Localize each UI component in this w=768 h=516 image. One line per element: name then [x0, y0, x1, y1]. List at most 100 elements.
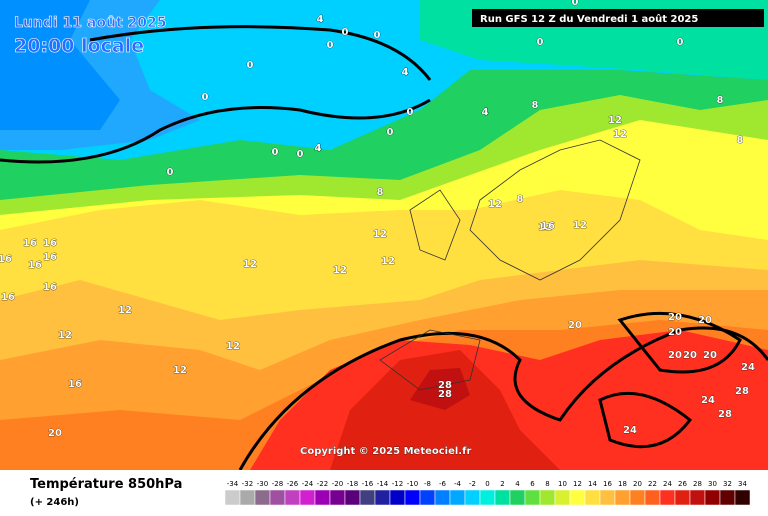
scale-label: 14	[588, 480, 597, 488]
contour-label: 8	[517, 194, 524, 205]
scale-label: -20	[332, 480, 343, 488]
scale-swatch	[509, 489, 526, 506]
contour-label: 12	[488, 199, 502, 210]
contour-label: 16	[1, 292, 15, 303]
scale-label: 2	[500, 480, 504, 488]
scale-label: 22	[648, 480, 657, 488]
scale-label: 24	[663, 480, 672, 488]
scale-label: -22	[317, 480, 328, 488]
scale-swatch	[539, 489, 556, 506]
contour-label: 12	[381, 256, 395, 267]
contour-label: 12	[538, 222, 552, 233]
contour-label: 0	[202, 92, 209, 103]
contour-label: 4	[317, 14, 324, 25]
contour-label: 8	[737, 135, 744, 146]
contour-label: 0	[247, 60, 254, 71]
scale-label: 18	[618, 480, 627, 488]
contour-label: 0	[327, 40, 334, 51]
contour-label: 24	[701, 395, 715, 406]
scale-label: -10	[407, 480, 418, 488]
scale-swatch	[269, 489, 286, 506]
contour-label: 12	[333, 265, 347, 276]
contour-label: 16	[43, 282, 57, 293]
scale-label: 4	[515, 480, 520, 488]
contour-label: 16	[43, 238, 57, 249]
contour-label: 16	[541, 221, 555, 232]
contour-label: 12	[58, 330, 72, 341]
scale-swatch	[434, 489, 451, 506]
scale-label: -14	[377, 480, 389, 488]
scale-swatch	[464, 489, 481, 506]
scale-swatch	[659, 489, 676, 506]
contour-label: 12	[173, 365, 187, 376]
map-background	[0, 0, 768, 471]
contour-label: 20	[703, 350, 717, 361]
contour-label: 24	[741, 362, 755, 373]
contour-label: 28	[438, 389, 452, 400]
contour-label: 16	[23, 238, 37, 249]
scale-label: -12	[392, 480, 403, 488]
scale-swatch	[284, 489, 301, 506]
contour-label: 0	[572, 0, 579, 8]
contour-label: 16	[43, 252, 57, 263]
scale-swatch	[224, 489, 241, 506]
contour-label: 4	[482, 107, 489, 118]
scale-label: 28	[693, 480, 702, 488]
contour-label: 24	[623, 425, 637, 436]
scale-swatch	[584, 489, 601, 506]
scale-swatch	[419, 489, 436, 506]
footer-title: Température 850hPa	[30, 477, 182, 492]
scale-swatch	[689, 489, 706, 506]
contour-label: 12	[226, 341, 240, 352]
contour-label: 28	[718, 409, 732, 420]
scale-label: 26	[678, 480, 687, 488]
scale-label: 16	[603, 480, 612, 488]
contour-label: 20	[568, 320, 582, 331]
contour-label: 20	[48, 428, 62, 439]
contour-label: 8	[532, 100, 539, 111]
scale-label: 30	[708, 480, 717, 488]
scale-swatch	[449, 489, 466, 506]
footer-lead: (+ 246h)	[30, 497, 79, 508]
scale-label: -26	[287, 480, 299, 488]
scale-label: -4	[454, 480, 462, 488]
scale-swatch	[389, 489, 406, 506]
scale-swatch	[674, 489, 691, 506]
contour-label: 4	[315, 143, 322, 154]
scale-label: -6	[439, 480, 447, 488]
contour-label: 16	[68, 379, 82, 390]
forecast-date: Lundi 11 août 2025	[14, 15, 166, 31]
scale-swatch	[599, 489, 616, 506]
color-scale: -34 -32 -30 -28 -26 -24 -22 -20 -18 -16 -14 -12 -10-…	[224, 480, 751, 506]
scale-swatch	[494, 489, 511, 506]
scale-swatch	[359, 489, 376, 506]
scale-swatch	[254, 489, 271, 506]
contour-label: 0	[537, 37, 544, 48]
scale-label: -32	[242, 480, 253, 488]
contour-label: 0	[677, 37, 684, 48]
scale-label: -18	[347, 480, 358, 488]
contour-label: 20	[668, 312, 682, 323]
scale-swatch	[569, 489, 586, 506]
contour-label: 0	[272, 147, 279, 158]
contour-label: 20	[698, 315, 712, 326]
contour-label: 0	[407, 107, 414, 118]
contour-label: 12	[608, 115, 622, 126]
contour-label: 12	[573, 220, 587, 231]
contour-label: 4	[402, 67, 409, 78]
contour-label: 28	[438, 380, 452, 391]
contour-label: 28	[735, 386, 749, 397]
scale-label: -16	[362, 480, 374, 488]
contour-label: 8	[717, 95, 724, 106]
scale-label: -28	[272, 480, 283, 488]
scale-label: 12	[573, 480, 582, 488]
scale-label: 6	[530, 480, 535, 488]
contour-label: 20	[683, 350, 697, 361]
scale-label: -30	[257, 480, 268, 488]
scale-swatch	[329, 489, 346, 506]
scale-label: -2	[469, 480, 476, 488]
contour-label: 20	[668, 327, 682, 338]
